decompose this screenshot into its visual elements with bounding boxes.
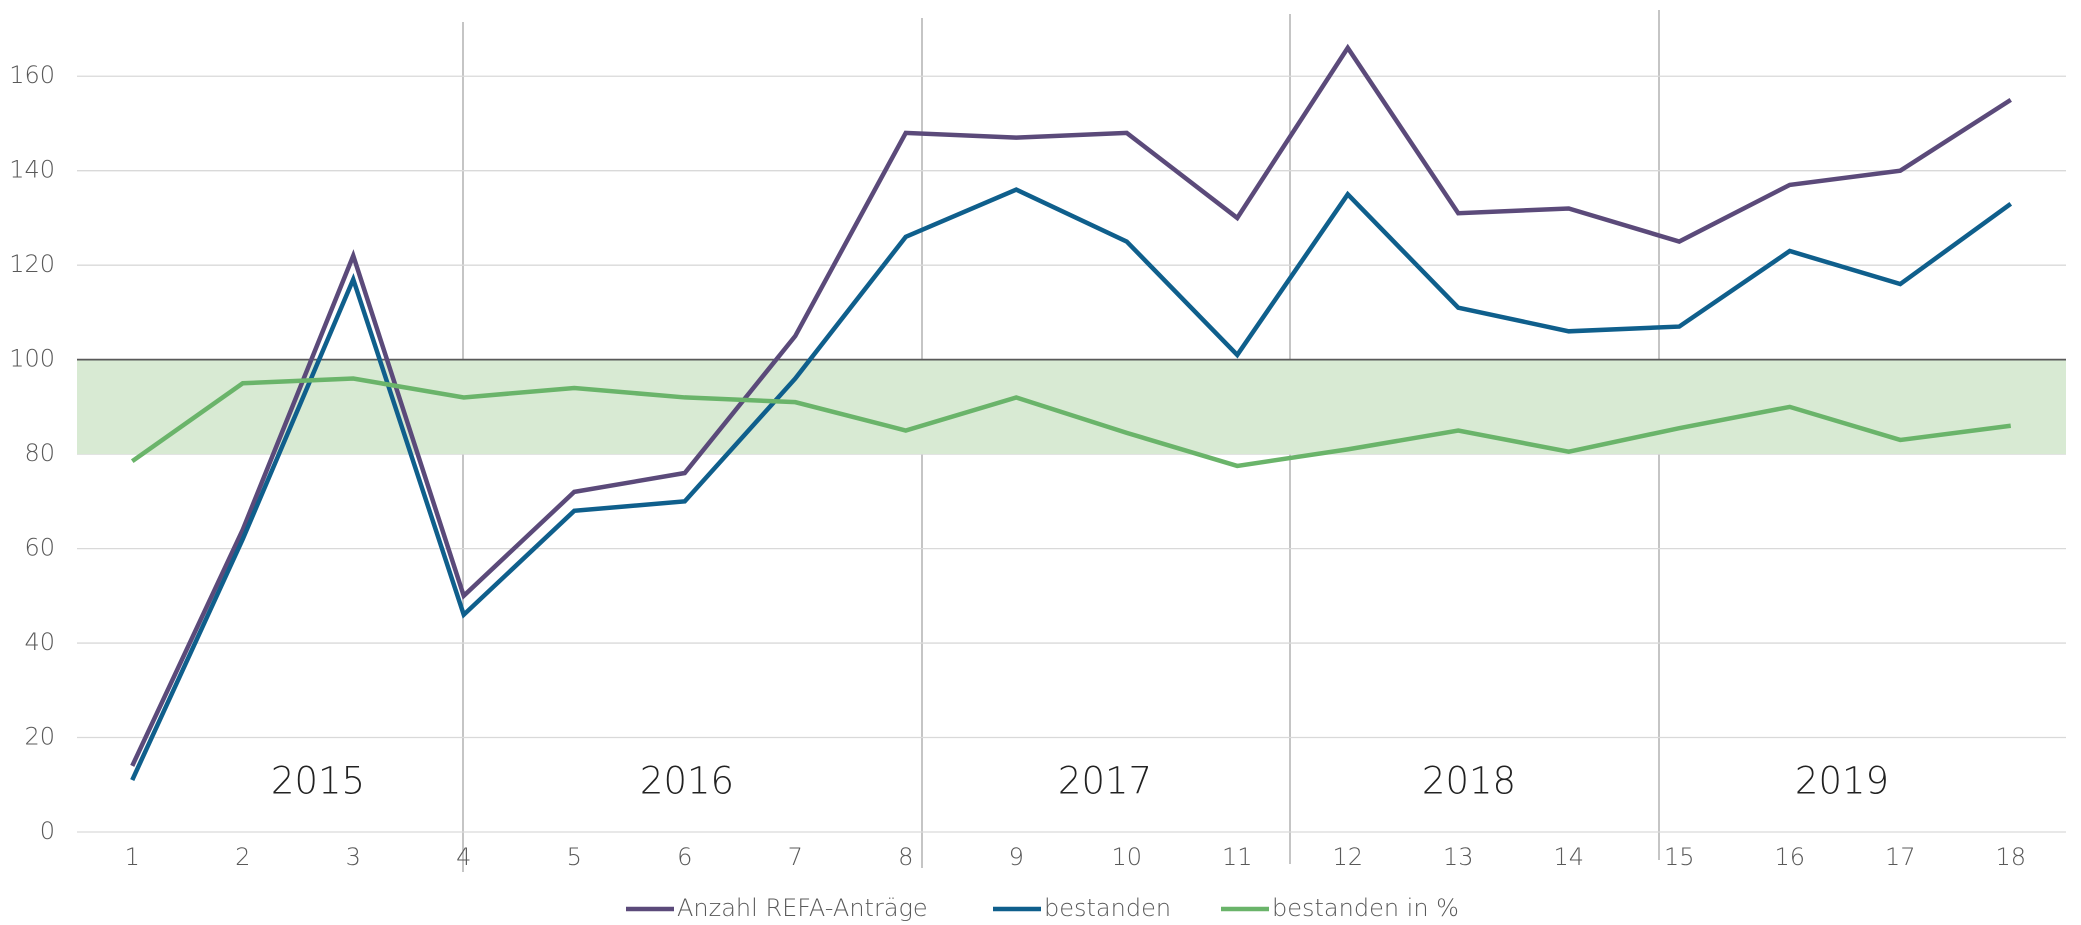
year-label: 2016 — [640, 760, 734, 803]
x-tick-label: 4 — [456, 843, 471, 871]
x-tick-label: 13 — [1443, 843, 1474, 871]
year-label: 2015 — [271, 760, 365, 803]
y-tick-label: 100 — [9, 345, 55, 373]
series-line — [130, 376, 2012, 469]
x-tick-label: 9 — [1009, 843, 1024, 871]
x-tick-label: 6 — [677, 843, 692, 871]
x-tick-label: 2 — [235, 843, 250, 871]
y-tick-label: 80 — [24, 439, 55, 467]
legend-label: Anzahl REFA-Anträge — [677, 894, 928, 922]
x-tick-label: 3 — [346, 843, 361, 871]
x-tick-label: 10 — [1111, 843, 1142, 871]
x-tick-label: 16 — [1774, 843, 1805, 871]
x-tick-label: 5 — [567, 843, 582, 871]
x-tick-label: 12 — [1332, 843, 1363, 871]
highlight-band — [77, 359, 2066, 455]
y-tick-label: 40 — [24, 628, 55, 656]
year-label: 2018 — [1422, 760, 1516, 803]
y-tick-label: 20 — [24, 723, 55, 751]
x-tick-label: 18 — [1995, 843, 2026, 871]
x-tick-label: 14 — [1553, 843, 1584, 871]
legend-label: bestanden in % — [1272, 894, 1459, 922]
x-tick-label: 8 — [898, 843, 913, 871]
y-tick-label: 0 — [40, 817, 55, 845]
x-tick-label: 1 — [125, 843, 140, 871]
y-tick-label: 60 — [24, 534, 55, 562]
x-tick-label: 17 — [1885, 843, 1916, 871]
legend-label: bestanden — [1044, 894, 1171, 922]
x-tick-label: 11 — [1222, 843, 1253, 871]
series-line — [130, 43, 2012, 767]
series-line — [130, 187, 2013, 781]
x-tick-label: 7 — [788, 843, 803, 871]
y-tick-label: 140 — [9, 156, 55, 184]
y-tick-label: 160 — [9, 61, 55, 89]
year-label: 2019 — [1795, 760, 1889, 803]
y-tick-label: 120 — [9, 250, 55, 278]
x-tick-label: 15 — [1664, 843, 1695, 871]
year-label: 2017 — [1058, 760, 1152, 803]
